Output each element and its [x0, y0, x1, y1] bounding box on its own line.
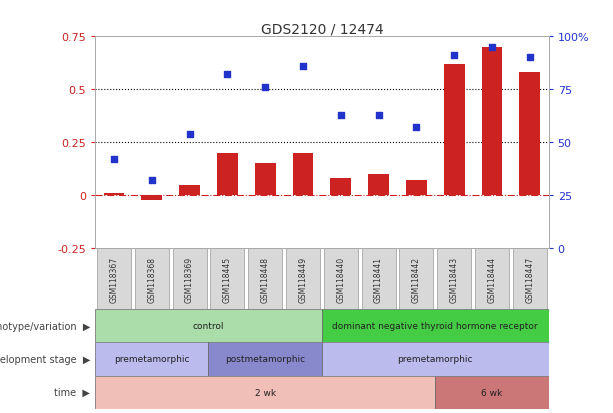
Bar [368, 175, 389, 196]
Bar [330, 179, 351, 196]
FancyBboxPatch shape [286, 249, 320, 309]
FancyBboxPatch shape [437, 249, 471, 309]
Bar [255, 164, 275, 196]
FancyBboxPatch shape [172, 249, 207, 309]
Point [223, 72, 232, 78]
Text: GSM118441: GSM118441 [374, 256, 383, 302]
FancyBboxPatch shape [512, 249, 547, 309]
Text: development stage  ▶: development stage ▶ [0, 354, 90, 364]
Text: GSM118369: GSM118369 [185, 256, 194, 302]
Text: control: control [192, 321, 224, 330]
Bar [142, 196, 162, 200]
Title: GDS2120 / 12474: GDS2120 / 12474 [261, 22, 383, 36]
Bar [217, 154, 238, 196]
Text: GSM118449: GSM118449 [299, 256, 308, 302]
Bar [519, 73, 540, 196]
Text: GSM118445: GSM118445 [223, 256, 232, 302]
FancyBboxPatch shape [435, 376, 549, 409]
Point [185, 131, 194, 138]
Bar [179, 185, 200, 196]
Point [487, 45, 497, 51]
Point [147, 178, 156, 184]
Bar [292, 154, 313, 196]
Text: 6 wk: 6 wk [481, 388, 503, 397]
Text: postmetamorphic: postmetamorphic [225, 354, 305, 363]
Text: GSM118368: GSM118368 [147, 256, 156, 302]
Text: premetamorphic: premetamorphic [397, 354, 473, 363]
FancyBboxPatch shape [475, 249, 509, 309]
Bar [406, 181, 427, 196]
Bar [444, 65, 465, 196]
Text: GSM118447: GSM118447 [525, 256, 535, 302]
Text: genotype/variation  ▶: genotype/variation ▶ [0, 321, 90, 331]
Point [525, 55, 535, 62]
FancyBboxPatch shape [362, 249, 395, 309]
FancyBboxPatch shape [324, 249, 358, 309]
Text: GSM118443: GSM118443 [449, 256, 459, 302]
FancyBboxPatch shape [248, 249, 282, 309]
FancyBboxPatch shape [322, 309, 549, 342]
Text: dominant negative thyroid hormone receptor: dominant negative thyroid hormone recept… [332, 321, 538, 330]
FancyBboxPatch shape [95, 376, 435, 409]
Point [298, 64, 308, 70]
Text: time  ▶: time ▶ [54, 387, 90, 397]
Text: GSM118440: GSM118440 [336, 256, 345, 302]
FancyBboxPatch shape [97, 249, 131, 309]
FancyBboxPatch shape [210, 249, 245, 309]
Text: premetamorphic: premetamorphic [114, 354, 189, 363]
FancyBboxPatch shape [95, 342, 208, 376]
FancyBboxPatch shape [95, 309, 322, 342]
Point [260, 85, 270, 91]
Text: GSM118367: GSM118367 [109, 256, 118, 302]
Text: GSM118442: GSM118442 [412, 256, 421, 302]
Text: GSM118448: GSM118448 [261, 256, 270, 302]
Text: GSM118444: GSM118444 [487, 256, 497, 302]
Point [109, 157, 119, 163]
Bar [482, 48, 502, 196]
Point [411, 125, 421, 131]
Point [336, 112, 346, 119]
FancyBboxPatch shape [208, 342, 322, 376]
FancyBboxPatch shape [135, 249, 169, 309]
Point [373, 112, 384, 119]
Bar [104, 194, 124, 196]
FancyBboxPatch shape [399, 249, 433, 309]
FancyBboxPatch shape [322, 342, 549, 376]
Point [449, 53, 459, 59]
Text: 2 wk: 2 wk [254, 388, 276, 397]
